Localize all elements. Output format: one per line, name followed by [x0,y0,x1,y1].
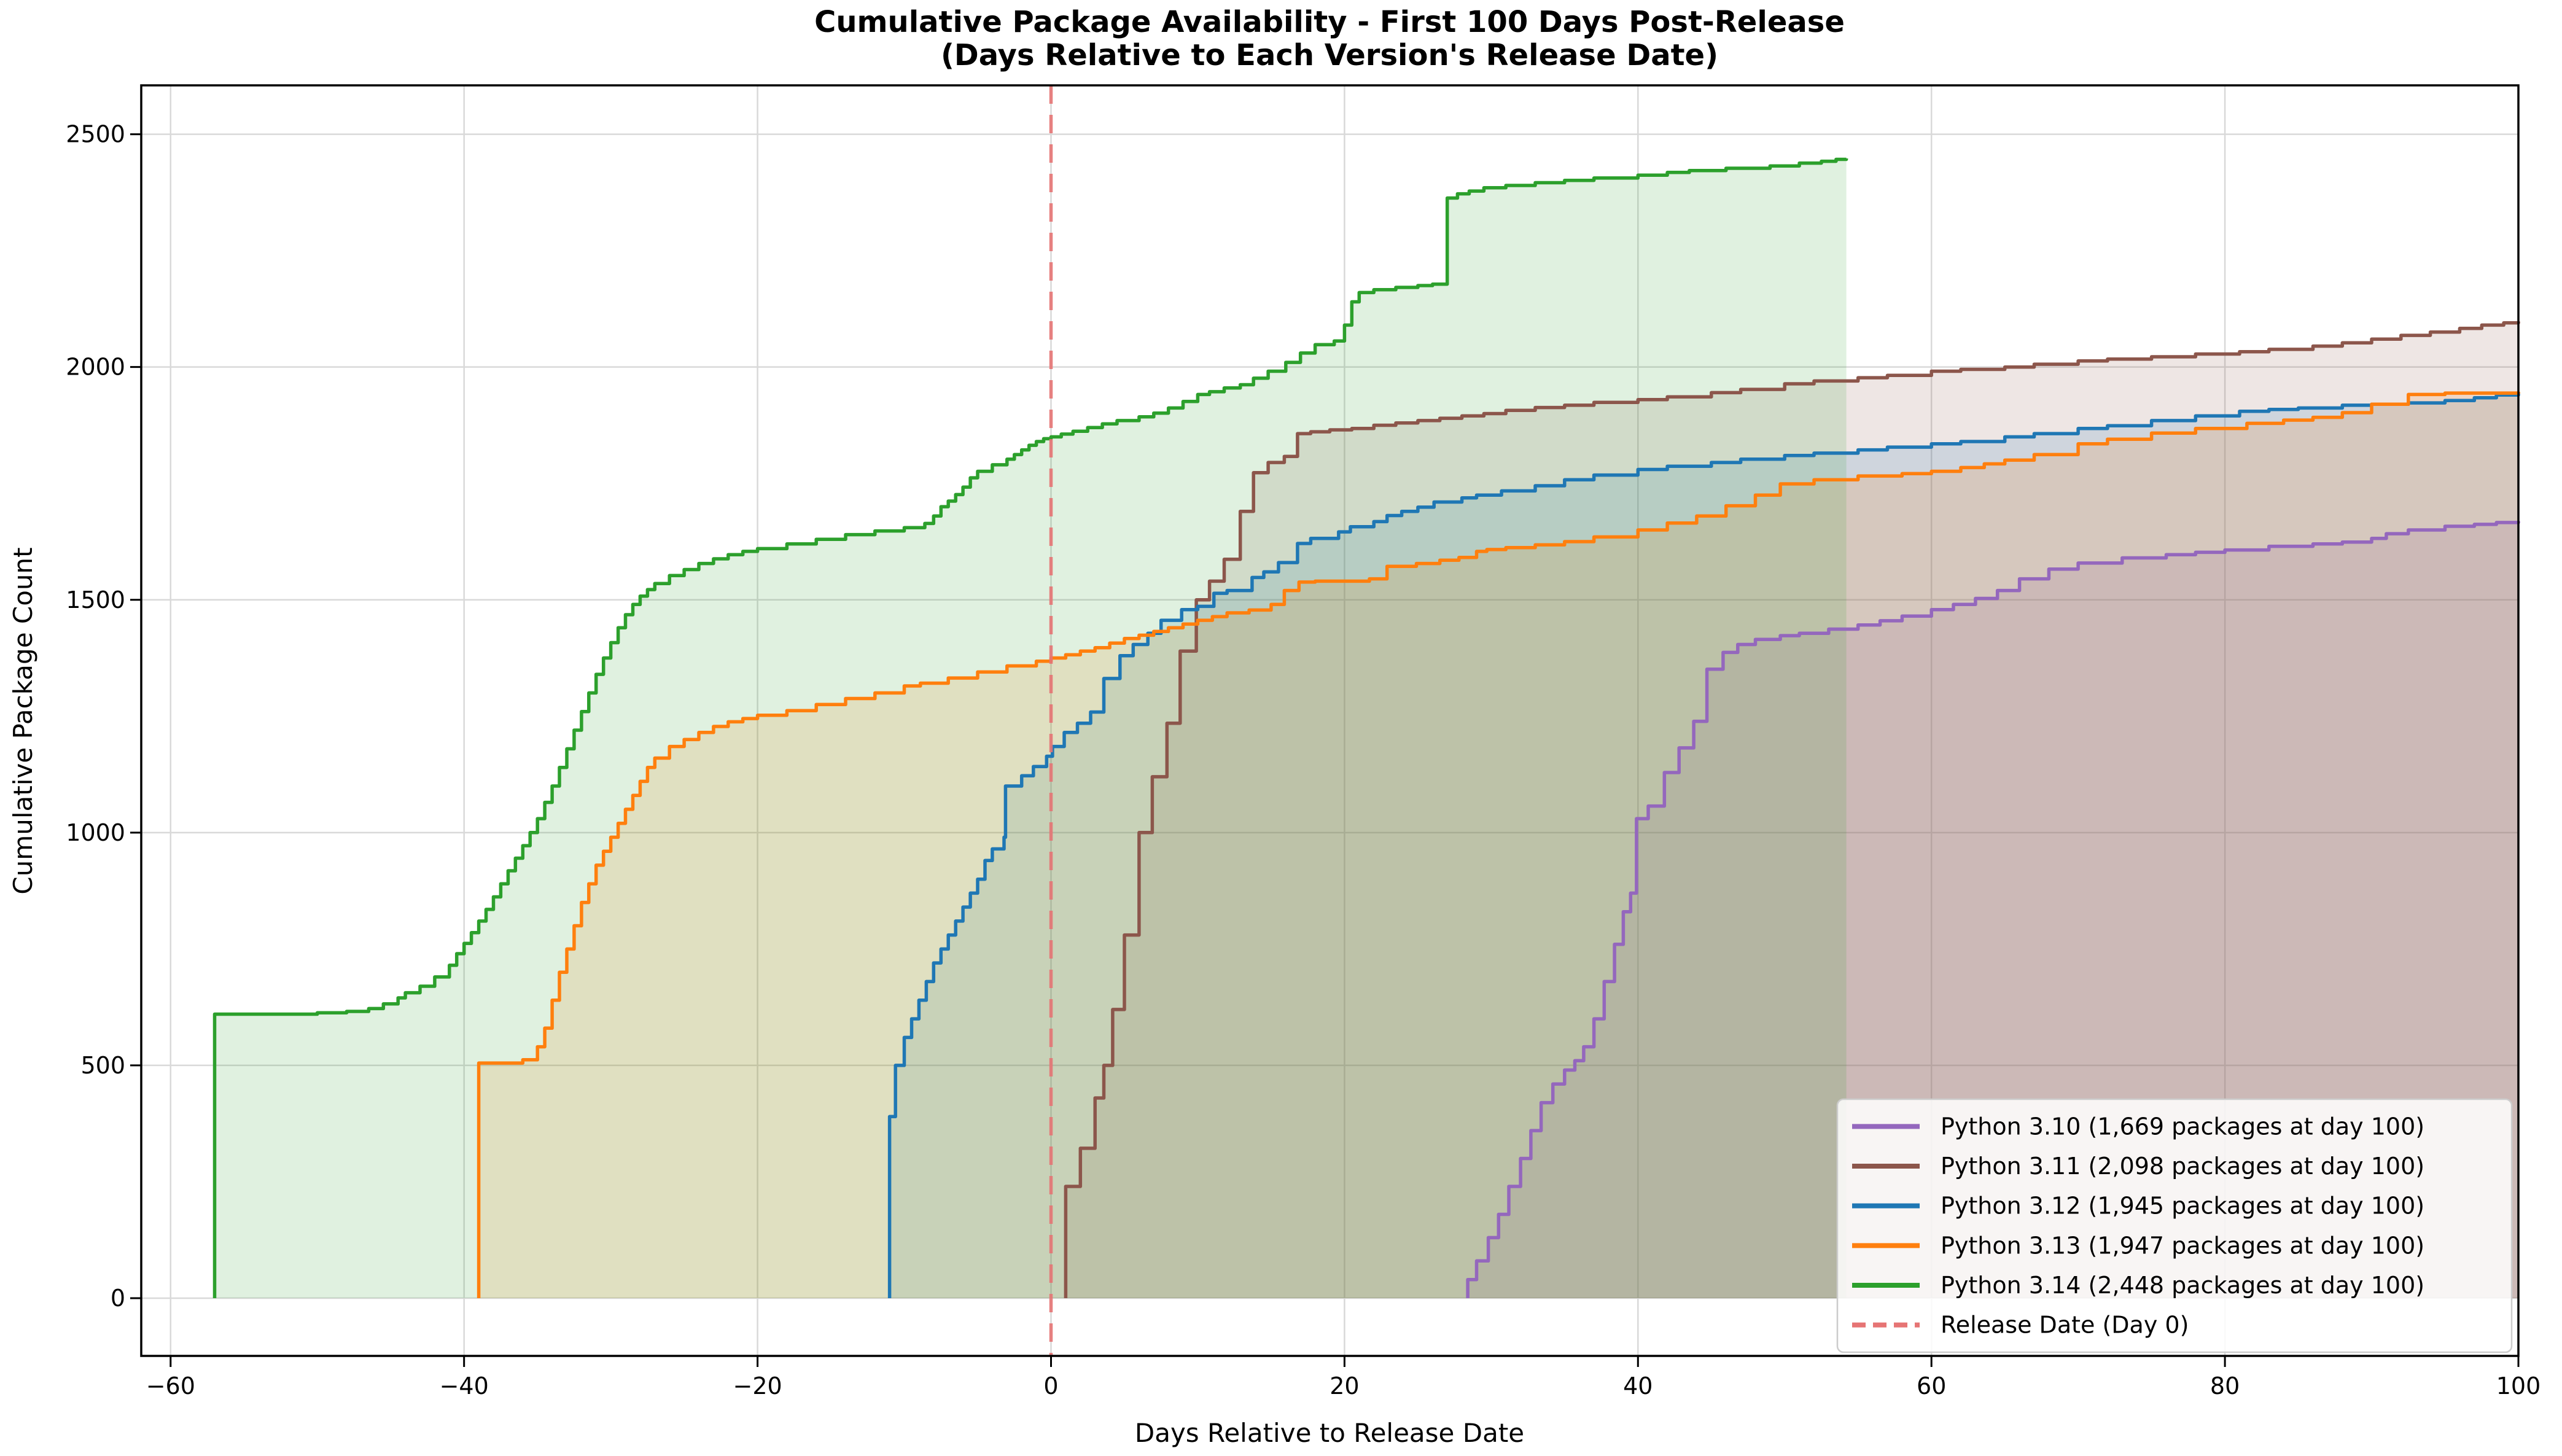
series-line-python-3-14 [212,157,1848,1298]
ytick-label-2500: 2500 [66,121,125,148]
axis-ticks [130,133,2520,1367]
ytick-label-0: 0 [111,1285,125,1312]
series-fill-python-3-11 [1065,321,2519,1298]
series-lines [212,157,2520,1298]
legend-item: Python 3.13 (1,947 packages at day 100) [1852,1232,2424,1259]
chart-title: Cumulative Package Availability - First … [814,5,1845,39]
legend-item: Python 3.11 (2,098 packages at day 100) [1852,1153,2424,1180]
xtick-label-20: 20 [1330,1372,1359,1400]
xtick-label--20: −20 [733,1372,782,1400]
x-axis-label: Days Relative to Release Date [1135,1418,1524,1448]
legend-item: Python 3.10 (1,669 packages at day 100) [1852,1113,2424,1140]
legend-item: Release Date (Day 0) [1852,1312,2189,1339]
series-fill-python-3-14 [214,158,1847,1298]
series-line-python-3-13 [477,391,2520,1298]
xtick-label-60: 60 [1917,1372,1946,1400]
legend-box [1836,1098,2513,1353]
plot-border [140,84,2520,1357]
legend-label: Python 3.13 (1,947 packages at day 100) [1941,1232,2424,1259]
ytick-label-500: 500 [80,1052,125,1079]
legend-item: Python 3.12 (1,945 packages at day 100) [1852,1193,2424,1220]
xtick-label-80: 80 [2210,1372,2240,1400]
xtick-label-100: 100 [2496,1372,2541,1400]
series-fill-python-3-12 [889,392,2518,1298]
ytick-label-1000: 1000 [66,819,125,846]
chart-subtitle: (Days Relative to Each Version's Release… [941,38,1718,72]
series-line-python-3-10 [1466,521,2520,1298]
legend-label: Python 3.11 (2,098 packages at day 100) [1941,1153,2424,1180]
legend-label: Release Date (Day 0) [1941,1312,2189,1339]
xtick-label-40: 40 [1623,1372,1653,1400]
xtick-label--60: −60 [146,1372,195,1400]
ytick-label-1500: 1500 [66,586,125,613]
series-line-python-3-12 [887,392,2520,1298]
legend-label: Python 3.14 (2,448 packages at day 100) [1941,1272,2424,1299]
legend-label: Python 3.12 (1,945 packages at day 100) [1941,1193,2424,1220]
xtick-label-0: 0 [1043,1372,1058,1400]
legend: Python 3.10 (1,669 packages at day 100) P… [1836,1098,2513,1353]
legend-label: Python 3.10 (1,669 packages at day 100) [1941,1113,2424,1140]
ytick-label-2000: 2000 [66,354,125,381]
y-axis-label: Cumulative Package Count [8,547,38,894]
legend-item: Python 3.14 (2,448 packages at day 100) [1852,1272,2424,1299]
series-fill-python-3-13 [478,391,2518,1298]
tick-labels: −60 −40 −20 0 20 40 60 80 1000500100015002000250… [66,121,2541,1400]
series-line-python-3-11 [1064,321,2520,1298]
xtick-label--40: −40 [440,1372,489,1400]
